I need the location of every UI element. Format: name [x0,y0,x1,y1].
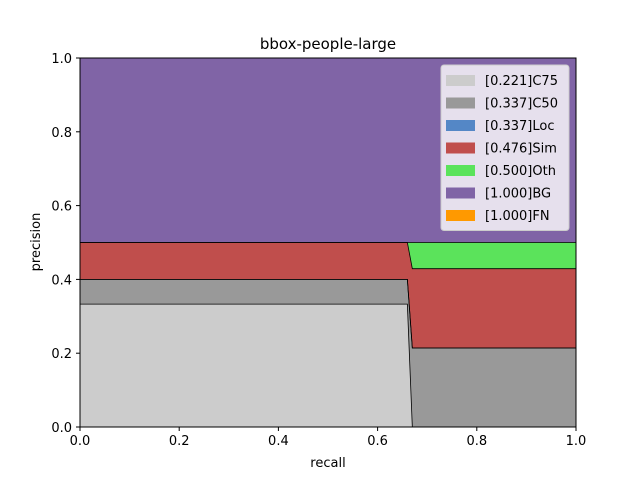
y-tick-label: 0.6 [51,200,72,215]
x-tick-label: 0.8 [466,434,487,449]
x-tick-label: 0.4 [268,434,289,449]
legend-label: [0.337]C50 [485,97,558,112]
y-axis-label: precision [29,213,44,272]
legend-swatch [446,142,475,154]
plot-frame [79,57,577,428]
legend-label: [0.500]Oth [485,164,556,179]
x-tick-label: 0.0 [70,434,91,449]
legend-swatch [446,210,475,221]
chart-title: bbox-people-large [260,35,396,53]
legend: [0.221]C75 [0.337]C50 [0.337]Loc [0.476]Sim… [440,64,570,231]
y-axis: 0.0 0.2 0.4 0.6 0.8 1.0 [51,52,80,436]
x-tick-label: 0.6 [367,434,388,449]
y-tick-label: 0.0 [51,421,72,436]
area-c75 [80,304,576,427]
legend-label: [0.221]C75 [485,74,558,89]
x-axis-label: recall [310,456,345,471]
boundary-c50 [80,279,576,349]
boundary-sim [80,242,576,270]
y-tick-label: 1.0 [51,52,72,67]
y-tick-label: 0.2 [51,347,72,362]
legend-label: [0.476]Sim [485,142,557,157]
legend-label: [0.337]Loc [485,119,554,134]
legend-swatch [446,97,475,109]
legend-label: [1.000]FN [485,209,550,224]
y-tick-label: 0.8 [51,126,72,141]
x-tick-label: 1.0 [566,434,587,449]
legend-swatch [446,75,475,86]
legend-label: [1.000]BG [485,187,551,202]
legend-swatch [446,165,475,176]
legend-swatch [446,187,475,199]
x-tick-label: 0.2 [169,434,190,449]
legend-swatch [446,120,475,131]
y-tick-label: 0.4 [51,273,72,288]
x-axis: 0.0 0.2 0.4 0.6 0.8 1.0 [70,427,587,449]
